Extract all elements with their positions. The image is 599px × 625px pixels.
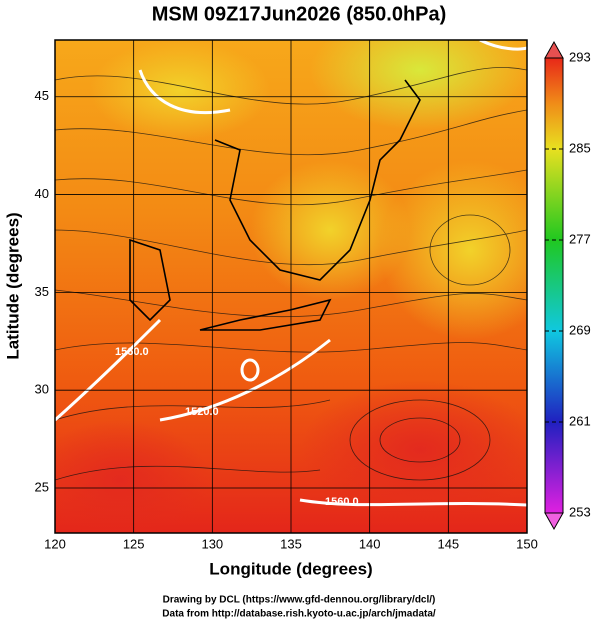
footer-line: Data from http://database.rish.kyoto-u.a… bbox=[162, 609, 436, 620]
y-tick-label: 45 bbox=[35, 88, 49, 103]
x-tick-label: 120 bbox=[44, 536, 66, 551]
colorbar-tick-label: 253 bbox=[569, 504, 591, 519]
axes: 120 125 130 135 140 145 150 25 30 35 40 45 253 261 269… bbox=[35, 40, 591, 551]
colorbar-min-arrow bbox=[544, 512, 564, 531]
contour-label: 1560.0 bbox=[115, 346, 149, 358]
y-axis-label: Latitude (degrees) bbox=[3, 212, 22, 359]
y-tick-label: 25 bbox=[35, 479, 49, 494]
colorbar bbox=[544, 57, 564, 514]
title: MSM 09Z17Jun2026 (850.0hPa) bbox=[152, 3, 447, 25]
colorbar-tick-label: 277 bbox=[569, 231, 591, 246]
colorbar-tick-label: 293 bbox=[569, 49, 591, 64]
footer-line: Drawing by DCL (https://www.gfd-dennou.o… bbox=[163, 595, 436, 606]
y-tick-label: 30 bbox=[35, 382, 49, 397]
y-tick-label: 40 bbox=[35, 186, 49, 201]
x-tick-label: 130 bbox=[201, 536, 223, 551]
colorbar-tick-label: 285 bbox=[569, 140, 591, 155]
contour-label: 1560.0 bbox=[325, 496, 359, 508]
map-field bbox=[55, 40, 527, 533]
colorbar-tick-label: 261 bbox=[569, 413, 591, 428]
x-tick-label: 140 bbox=[359, 536, 381, 551]
contour-label: 1520.0 bbox=[185, 406, 219, 418]
x-tick-label: 145 bbox=[437, 536, 459, 551]
x-tick-label: 150 bbox=[516, 536, 538, 551]
colorbar-tick-label: 269 bbox=[569, 322, 591, 337]
y-tick-label: 35 bbox=[35, 284, 49, 299]
x-axis-label: Longitude (degrees) bbox=[209, 559, 372, 578]
colorbar-max-arrow bbox=[544, 40, 564, 59]
x-tick-label: 135 bbox=[280, 536, 302, 551]
x-tick-label: 125 bbox=[123, 536, 145, 551]
